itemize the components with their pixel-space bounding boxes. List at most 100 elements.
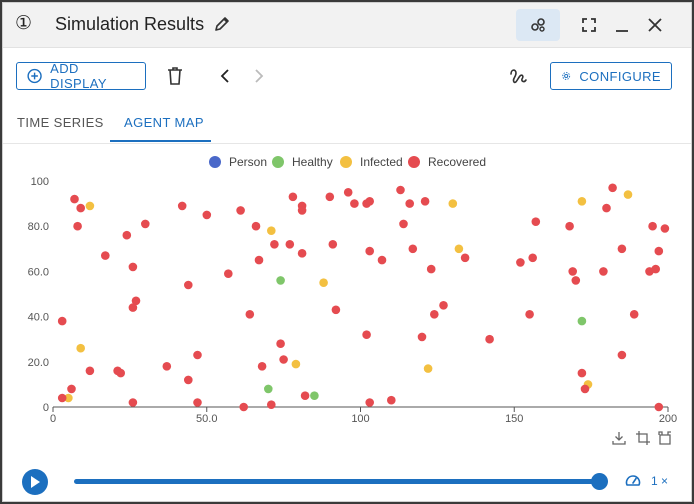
legend-swatch bbox=[340, 156, 352, 168]
title-bar: ① Simulation Results bbox=[3, 3, 691, 48]
timeline-slider-thumb[interactable] bbox=[590, 473, 608, 490]
previous-button[interactable] bbox=[217, 67, 233, 85]
recovered-agent-point bbox=[57, 393, 67, 403]
recovered-agent-point bbox=[365, 246, 375, 256]
infected-agent-point bbox=[423, 364, 433, 373]
chart-legend: Person Healthy Infected Recovered bbox=[3, 153, 691, 173]
recovered-agent-point bbox=[439, 301, 448, 310]
reset-zoom-button[interactable] bbox=[658, 431, 672, 445]
recovered-agent-point bbox=[328, 240, 338, 249]
next-button[interactable] bbox=[251, 67, 267, 85]
close-icon bbox=[648, 18, 662, 32]
recovered-agent-point bbox=[568, 267, 577, 276]
legend-item-recovered[interactable]: Recovered bbox=[408, 155, 486, 169]
fullscreen-button[interactable] bbox=[577, 9, 601, 41]
recovered-agent-point bbox=[116, 368, 125, 378]
close-button[interactable] bbox=[643, 9, 667, 41]
recovered-agent-point bbox=[396, 185, 405, 195]
tab-time-series[interactable]: TIME SERIES bbox=[17, 115, 104, 130]
add-display-button[interactable]: ADD DISPLAY bbox=[16, 61, 146, 91]
agent-map-scatter-chart: 0 50.0 100 150 200 0 20.0 40.0 60.0 80.0 100 bbox=[28, 176, 678, 423]
y-tick-label: 100 bbox=[31, 176, 49, 188]
recovered-agent-point bbox=[602, 203, 611, 213]
crop-button[interactable] bbox=[636, 431, 650, 445]
y-tick-label: 20.0 bbox=[28, 357, 49, 369]
active-tab-indicator bbox=[110, 140, 211, 142]
recovered-agent-point bbox=[193, 398, 202, 407]
recovered-agent-point bbox=[599, 267, 608, 276]
infected-agent-point bbox=[448, 199, 458, 208]
recovered-agent-point bbox=[184, 280, 193, 290]
window-title: Simulation Results bbox=[55, 14, 205, 34]
recovered-agent-point bbox=[128, 398, 138, 407]
recovered-agent-point bbox=[279, 355, 288, 364]
recovered-agent-point bbox=[184, 375, 193, 385]
speedometer-icon bbox=[625, 475, 641, 486]
trash-icon bbox=[168, 67, 182, 85]
recovered-agent-point bbox=[531, 217, 541, 226]
recovered-agent-point bbox=[257, 362, 267, 371]
recovered-agent-point bbox=[131, 296, 141, 306]
recovered-agent-point bbox=[193, 350, 202, 360]
recovered-agent-point bbox=[516, 258, 525, 267]
recovered-agent-point bbox=[267, 400, 276, 409]
y-tick-label: 80.0 bbox=[28, 221, 49, 233]
recovered-agent-point bbox=[141, 219, 150, 229]
legend-label: Recovered bbox=[428, 155, 487, 169]
recovered-agent-point bbox=[426, 264, 436, 274]
infected-agent-point bbox=[64, 393, 73, 403]
recovered-agent-point bbox=[285, 240, 295, 249]
recovered-agent-point bbox=[648, 221, 657, 231]
download-icon bbox=[612, 432, 626, 445]
recovered-agent-point bbox=[617, 244, 627, 254]
play-button[interactable] bbox=[22, 469, 48, 495]
recovered-agent-point bbox=[177, 201, 187, 211]
timeline-slider[interactable] bbox=[74, 479, 599, 484]
playback-speed-control[interactable]: 1 × bbox=[625, 473, 668, 489]
minimize-button[interactable] bbox=[610, 9, 634, 41]
legend-swatch bbox=[408, 156, 420, 168]
y-tick-label: 60.0 bbox=[28, 266, 49, 278]
tab-agent-map[interactable]: AGENT MAP bbox=[124, 115, 204, 130]
window-number: ① bbox=[15, 13, 33, 34]
legend-item-person[interactable]: Person bbox=[209, 155, 267, 169]
toolbar: ADD DISPLAY CONFIGUR bbox=[3, 47, 691, 103]
network-view-button[interactable] bbox=[516, 9, 560, 41]
recovered-agent-point bbox=[288, 192, 298, 202]
healthy-agent-point bbox=[276, 276, 285, 285]
recovered-agent-point bbox=[325, 192, 335, 202]
squiggle-icon bbox=[510, 69, 527, 84]
playback-speed-label: 1 × bbox=[651, 474, 669, 488]
recovered-agent-point bbox=[251, 221, 261, 231]
x-tick-label: 200 bbox=[659, 413, 677, 423]
recovered-agent-point bbox=[128, 303, 138, 312]
legend-label: Infected bbox=[360, 155, 403, 169]
legend-swatch bbox=[209, 156, 221, 168]
recovered-agent-point bbox=[417, 332, 427, 342]
recovered-agent-point bbox=[654, 402, 664, 412]
infected-agent-point bbox=[577, 197, 587, 206]
configure-button[interactable]: CONFIGURE bbox=[550, 62, 672, 90]
chevron-right-icon bbox=[255, 69, 264, 83]
recovered-agent-point bbox=[224, 269, 233, 278]
recovered-agent-point bbox=[57, 316, 67, 326]
recovered-agent-point bbox=[608, 183, 617, 193]
recovered-agent-point bbox=[245, 310, 255, 319]
draw-path-button[interactable] bbox=[507, 65, 529, 87]
y-tick-label: 0 bbox=[43, 402, 49, 414]
x-tick-label: 0 bbox=[50, 413, 56, 423]
recovered-agent-point bbox=[580, 384, 590, 394]
delete-button[interactable] bbox=[165, 65, 185, 87]
recovered-agent-point bbox=[331, 305, 341, 315]
recovered-agent-point bbox=[101, 251, 110, 260]
chevron-left-icon bbox=[220, 69, 229, 83]
x-tick-label: 50.0 bbox=[196, 413, 217, 423]
play-icon bbox=[31, 476, 40, 488]
recovered-agent-point bbox=[660, 224, 670, 233]
download-button[interactable] bbox=[612, 431, 626, 445]
recovered-agent-point bbox=[485, 334, 494, 344]
legend-item-infected[interactable]: Infected bbox=[340, 155, 403, 169]
edit-title-pencil-icon[interactable] bbox=[213, 15, 231, 33]
recovered-agent-point bbox=[420, 197, 430, 206]
legend-item-healthy[interactable]: Healthy bbox=[272, 155, 333, 169]
